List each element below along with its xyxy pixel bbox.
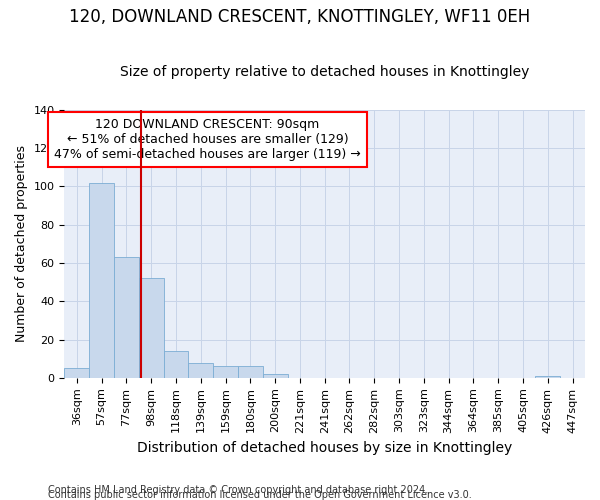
Bar	[238, 366, 263, 378]
Text: 120 DOWNLAND CRESCENT: 90sqm
← 51% of detached houses are smaller (129)
47% of s: 120 DOWNLAND CRESCENT: 90sqm ← 51% of de…	[54, 118, 361, 161]
Bar	[114, 257, 139, 378]
Bar	[164, 351, 188, 378]
Bar	[263, 374, 287, 378]
Bar	[139, 278, 164, 378]
Text: Contains HM Land Registry data © Crown copyright and database right 2024.: Contains HM Land Registry data © Crown c…	[48, 485, 428, 495]
Bar	[535, 376, 560, 378]
Bar	[213, 366, 238, 378]
Title: Size of property relative to detached houses in Knottingley: Size of property relative to detached ho…	[120, 66, 529, 80]
Y-axis label: Number of detached properties: Number of detached properties	[15, 146, 28, 342]
Bar	[188, 362, 213, 378]
X-axis label: Distribution of detached houses by size in Knottingley: Distribution of detached houses by size …	[137, 441, 512, 455]
Bar	[89, 182, 114, 378]
Text: 120, DOWNLAND CRESCENT, KNOTTINGLEY, WF11 0EH: 120, DOWNLAND CRESCENT, KNOTTINGLEY, WF1…	[70, 8, 530, 26]
Text: Contains public sector information licensed under the Open Government Licence v3: Contains public sector information licen…	[48, 490, 472, 500]
Bar	[64, 368, 89, 378]
